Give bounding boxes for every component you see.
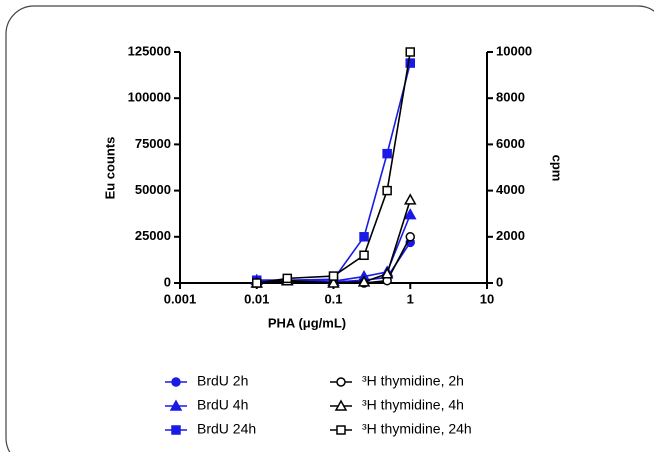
marker <box>328 271 339 281</box>
series-line <box>256 62 412 282</box>
legend-label: BrdU 24h <box>197 421 256 437</box>
legend-label: BrdU 2h <box>197 373 248 389</box>
marker <box>380 267 394 279</box>
marker <box>405 232 415 242</box>
y2-tick-label: 2000 <box>496 228 525 243</box>
legend-label: ³H thymidine, 2h <box>362 373 464 389</box>
marker <box>171 377 181 387</box>
y-tick-label: 50000 <box>135 182 171 197</box>
frame <box>5 5 654 457</box>
marker <box>359 232 369 242</box>
legend-label: BrdU 4h <box>197 397 248 413</box>
x-axis-title: PHA (μg/mL) <box>268 315 346 330</box>
marker <box>382 185 392 196</box>
y-tick-label: 100000 <box>128 90 171 105</box>
legend-label: ³H thymidine, 24h <box>362 421 472 437</box>
marker <box>403 193 417 205</box>
y-tick-label: 25000 <box>135 228 171 243</box>
marker <box>282 273 293 284</box>
y-tick-label: 0 <box>164 274 171 289</box>
marker <box>336 425 346 435</box>
marker <box>405 58 415 68</box>
series-line <box>256 199 412 284</box>
series-line <box>256 51 412 284</box>
marker <box>171 425 181 435</box>
y2-tick-label: 4000 <box>496 182 525 197</box>
x-tick-label: 0.01 <box>244 291 269 306</box>
marker <box>382 148 392 159</box>
x-tick-label: 1 <box>407 291 414 306</box>
marker <box>169 399 183 411</box>
y-tick-label: 75000 <box>135 136 171 151</box>
y2-tick-label: 8000 <box>496 90 525 105</box>
marker <box>334 399 348 411</box>
y-tick-label: 125000 <box>128 43 171 58</box>
y2-axis-title: cpm <box>550 155 565 182</box>
y2-tick-label: 10000 <box>496 43 532 58</box>
marker <box>405 47 415 57</box>
marker <box>252 278 262 288</box>
x-tick-label: 0.1 <box>324 291 342 306</box>
marker <box>327 276 340 288</box>
y2-tick-label: 6000 <box>496 136 525 151</box>
legend-label: ³H thymidine, 4h <box>362 397 464 413</box>
marker <box>336 377 346 387</box>
x-tick-label: 0.001 <box>164 291 197 306</box>
marker <box>403 208 417 220</box>
x-tick-label: 10 <box>480 291 494 306</box>
y2-tick-label: 0 <box>496 274 503 289</box>
marker <box>357 275 371 287</box>
marker <box>359 250 369 261</box>
y-axis-title: Eu counts <box>102 137 117 200</box>
